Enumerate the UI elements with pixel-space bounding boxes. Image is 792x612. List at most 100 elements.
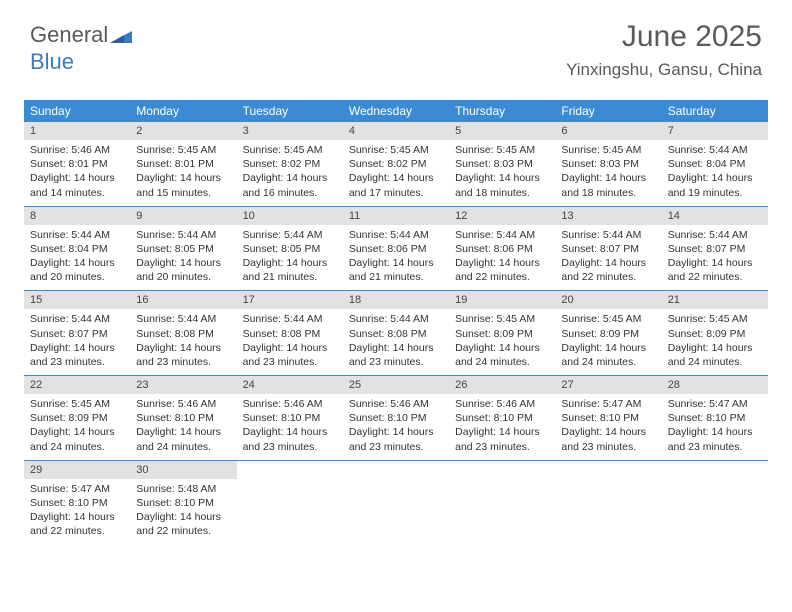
day-text: Sunrise: 5:45 AM Sunset: 8:02 PM Dayligh… — [237, 140, 343, 206]
day-cell: 2Sunrise: 5:45 AM Sunset: 8:01 PM Daylig… — [130, 122, 236, 206]
week-row: 8Sunrise: 5:44 AM Sunset: 8:04 PM Daylig… — [24, 206, 768, 291]
day-cell: 25Sunrise: 5:46 AM Sunset: 8:10 PM Dayli… — [343, 376, 449, 461]
day-number: 5 — [449, 122, 555, 140]
page-title: June 2025 — [622, 20, 762, 54]
day-number: 18 — [343, 291, 449, 309]
day-text: Sunrise: 5:45 AM Sunset: 8:09 PM Dayligh… — [24, 394, 130, 460]
day-cell: 10Sunrise: 5:44 AM Sunset: 8:05 PM Dayli… — [237, 206, 343, 291]
day-cell: 22Sunrise: 5:45 AM Sunset: 8:09 PM Dayli… — [24, 376, 130, 461]
day-text: Sunrise: 5:45 AM Sunset: 8:03 PM Dayligh… — [449, 140, 555, 206]
day-text: Sunrise: 5:45 AM Sunset: 8:02 PM Dayligh… — [343, 140, 449, 206]
day-number: 2 — [130, 122, 236, 140]
day-text: Sunrise: 5:44 AM Sunset: 8:07 PM Dayligh… — [662, 225, 768, 291]
day-text: Sunrise: 5:44 AM Sunset: 8:05 PM Dayligh… — [237, 225, 343, 291]
day-number: 22 — [24, 376, 130, 394]
header-row: SundayMondayTuesdayWednesdayThursdayFrid… — [24, 100, 768, 122]
day-text: Sunrise: 5:46 AM Sunset: 8:10 PM Dayligh… — [130, 394, 236, 460]
day-text: Sunrise: 5:46 AM Sunset: 8:10 PM Dayligh… — [343, 394, 449, 460]
day-cell — [449, 460, 555, 544]
day-number: 7 — [662, 122, 768, 140]
day-number: 28 — [662, 376, 768, 394]
day-cell: 13Sunrise: 5:44 AM Sunset: 8:07 PM Dayli… — [555, 206, 661, 291]
day-cell: 12Sunrise: 5:44 AM Sunset: 8:06 PM Dayli… — [449, 206, 555, 291]
day-cell: 29Sunrise: 5:47 AM Sunset: 8:10 PM Dayli… — [24, 460, 130, 544]
col-header: Thursday — [449, 100, 555, 122]
day-number: 14 — [662, 207, 768, 225]
day-number: 23 — [130, 376, 236, 394]
day-number: 26 — [449, 376, 555, 394]
day-cell: 26Sunrise: 5:46 AM Sunset: 8:10 PM Dayli… — [449, 376, 555, 461]
day-text: Sunrise: 5:44 AM Sunset: 8:08 PM Dayligh… — [343, 309, 449, 375]
day-number: 19 — [449, 291, 555, 309]
day-number: 11 — [343, 207, 449, 225]
day-number: 1 — [24, 122, 130, 140]
col-header: Sunday — [24, 100, 130, 122]
day-number: 20 — [555, 291, 661, 309]
col-header: Wednesday — [343, 100, 449, 122]
day-cell: 18Sunrise: 5:44 AM Sunset: 8:08 PM Dayli… — [343, 291, 449, 376]
day-text: Sunrise: 5:44 AM Sunset: 8:04 PM Dayligh… — [24, 225, 130, 291]
day-text: Sunrise: 5:45 AM Sunset: 8:01 PM Dayligh… — [130, 140, 236, 206]
week-row: 22Sunrise: 5:45 AM Sunset: 8:09 PM Dayli… — [24, 376, 768, 461]
day-number: 24 — [237, 376, 343, 394]
day-number: 4 — [343, 122, 449, 140]
day-cell — [343, 460, 449, 544]
day-text: Sunrise: 5:44 AM Sunset: 8:08 PM Dayligh… — [237, 309, 343, 375]
day-cell: 3Sunrise: 5:45 AM Sunset: 8:02 PM Daylig… — [237, 122, 343, 206]
week-row: 29Sunrise: 5:47 AM Sunset: 8:10 PM Dayli… — [24, 460, 768, 544]
day-text: Sunrise: 5:47 AM Sunset: 8:10 PM Dayligh… — [24, 479, 130, 545]
day-number: 16 — [130, 291, 236, 309]
day-number: 8 — [24, 207, 130, 225]
day-number: 21 — [662, 291, 768, 309]
day-text: Sunrise: 5:44 AM Sunset: 8:07 PM Dayligh… — [555, 225, 661, 291]
day-cell: 4Sunrise: 5:45 AM Sunset: 8:02 PM Daylig… — [343, 122, 449, 206]
day-text: Sunrise: 5:44 AM Sunset: 8:08 PM Dayligh… — [130, 309, 236, 375]
day-cell: 1Sunrise: 5:46 AM Sunset: 8:01 PM Daylig… — [24, 122, 130, 206]
day-text: Sunrise: 5:44 AM Sunset: 8:06 PM Dayligh… — [449, 225, 555, 291]
day-number: 27 — [555, 376, 661, 394]
calendar-table: SundayMondayTuesdayWednesdayThursdayFrid… — [24, 100, 768, 544]
day-number: 10 — [237, 207, 343, 225]
day-cell: 21Sunrise: 5:45 AM Sunset: 8:09 PM Dayli… — [662, 291, 768, 376]
day-cell: 16Sunrise: 5:44 AM Sunset: 8:08 PM Dayli… — [130, 291, 236, 376]
day-cell: 6Sunrise: 5:45 AM Sunset: 8:03 PM Daylig… — [555, 122, 661, 206]
day-cell: 9Sunrise: 5:44 AM Sunset: 8:05 PM Daylig… — [130, 206, 236, 291]
day-number: 29 — [24, 461, 130, 479]
day-text: Sunrise: 5:46 AM Sunset: 8:10 PM Dayligh… — [449, 394, 555, 460]
day-cell: 17Sunrise: 5:44 AM Sunset: 8:08 PM Dayli… — [237, 291, 343, 376]
day-text: Sunrise: 5:46 AM Sunset: 8:10 PM Dayligh… — [237, 394, 343, 460]
day-text: Sunrise: 5:45 AM Sunset: 8:09 PM Dayligh… — [662, 309, 768, 375]
logo-icon — [110, 23, 132, 49]
logo-text-1: General — [30, 22, 108, 47]
day-cell: 20Sunrise: 5:45 AM Sunset: 8:09 PM Dayli… — [555, 291, 661, 376]
day-number: 12 — [449, 207, 555, 225]
day-cell: 5Sunrise: 5:45 AM Sunset: 8:03 PM Daylig… — [449, 122, 555, 206]
day-number: 9 — [130, 207, 236, 225]
day-cell — [237, 460, 343, 544]
day-text: Sunrise: 5:44 AM Sunset: 8:04 PM Dayligh… — [662, 140, 768, 206]
col-header: Saturday — [662, 100, 768, 122]
week-row: 15Sunrise: 5:44 AM Sunset: 8:07 PM Dayli… — [24, 291, 768, 376]
day-number: 17 — [237, 291, 343, 309]
day-cell: 14Sunrise: 5:44 AM Sunset: 8:07 PM Dayli… — [662, 206, 768, 291]
day-cell — [662, 460, 768, 544]
day-number: 3 — [237, 122, 343, 140]
day-number: 6 — [555, 122, 661, 140]
day-cell: 30Sunrise: 5:48 AM Sunset: 8:10 PM Dayli… — [130, 460, 236, 544]
day-text: Sunrise: 5:47 AM Sunset: 8:10 PM Dayligh… — [555, 394, 661, 460]
day-cell: 15Sunrise: 5:44 AM Sunset: 8:07 PM Dayli… — [24, 291, 130, 376]
page-subtitle: Yinxingshu, Gansu, China — [566, 60, 762, 80]
day-number: 15 — [24, 291, 130, 309]
col-header: Friday — [555, 100, 661, 122]
day-number: 13 — [555, 207, 661, 225]
day-cell: 19Sunrise: 5:45 AM Sunset: 8:09 PM Dayli… — [449, 291, 555, 376]
day-text: Sunrise: 5:48 AM Sunset: 8:10 PM Dayligh… — [130, 479, 236, 545]
day-cell: 7Sunrise: 5:44 AM Sunset: 8:04 PM Daylig… — [662, 122, 768, 206]
day-cell: 11Sunrise: 5:44 AM Sunset: 8:06 PM Dayli… — [343, 206, 449, 291]
col-header: Monday — [130, 100, 236, 122]
day-cell — [555, 460, 661, 544]
logo-text-2: Blue — [30, 49, 74, 74]
week-row: 1Sunrise: 5:46 AM Sunset: 8:01 PM Daylig… — [24, 122, 768, 206]
day-number: 25 — [343, 376, 449, 394]
day-text: Sunrise: 5:45 AM Sunset: 8:09 PM Dayligh… — [555, 309, 661, 375]
